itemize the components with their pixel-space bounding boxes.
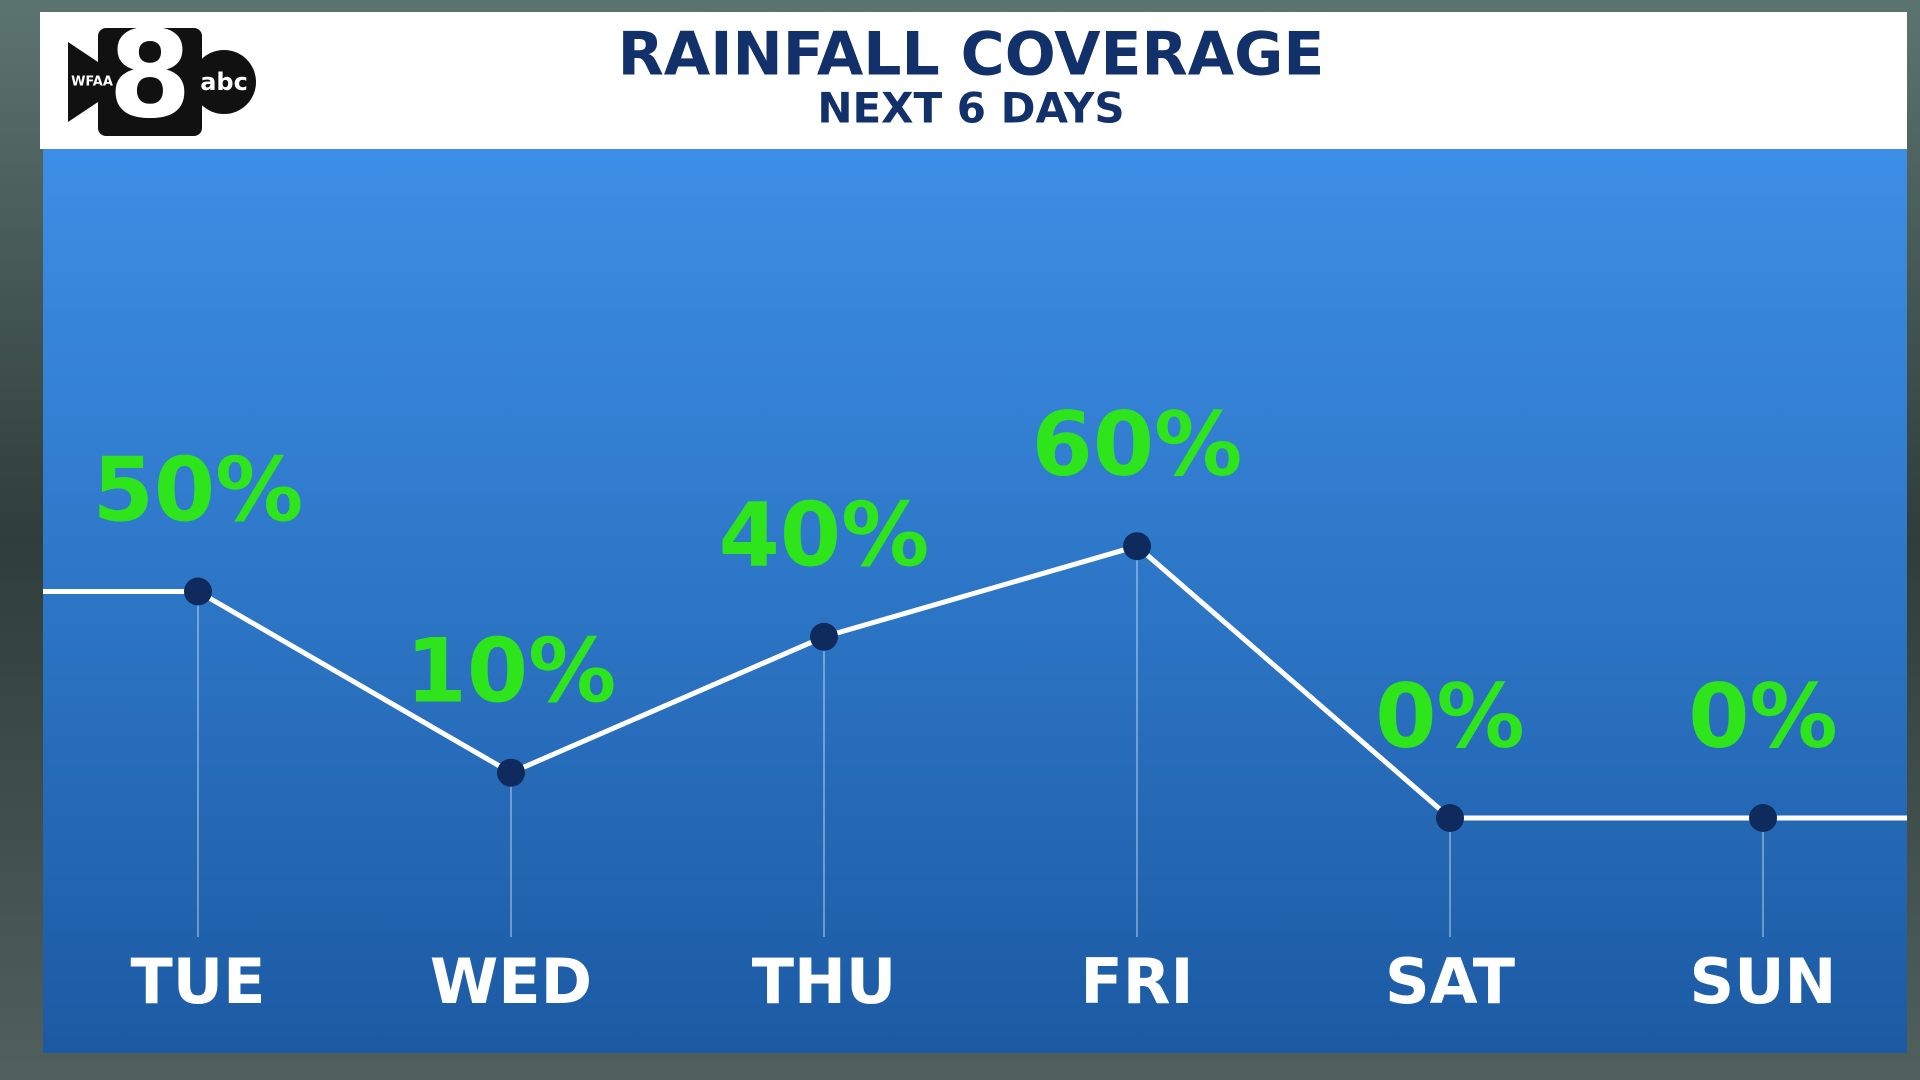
chart-panel <box>43 149 1907 1053</box>
value-label: 50% <box>93 438 304 541</box>
value-label: 0% <box>1688 665 1837 768</box>
logo-network: abc <box>200 68 248 96</box>
logo: 8 WFAA abc <box>68 7 256 146</box>
x-tick-label: THU <box>752 945 897 1018</box>
point <box>1436 804 1464 832</box>
x-tick-label: FRI <box>1080 945 1193 1018</box>
x-tick-label: SUN <box>1690 945 1837 1018</box>
x-tick-label: WED <box>430 945 592 1018</box>
point <box>1749 804 1777 832</box>
logo-channel: 8 <box>108 7 192 146</box>
point <box>184 577 212 606</box>
point <box>497 758 525 787</box>
value-label: 40% <box>719 484 930 587</box>
logo-box <box>98 28 202 136</box>
point <box>1123 532 1151 561</box>
value-label: 60% <box>1032 393 1243 496</box>
value-label: 10% <box>406 620 617 723</box>
chart-title: RAINFALL COVERAGE <box>618 20 1325 90</box>
point <box>810 622 838 651</box>
logo-circle <box>192 50 256 114</box>
x-tick-label: SAT <box>1385 945 1515 1018</box>
value-label: 0% <box>1375 665 1524 768</box>
header <box>40 12 1907 149</box>
chart-subtitle: NEXT 6 DAYS <box>817 84 1124 133</box>
logo-station: WFAA <box>71 75 113 90</box>
x-tick-label: TUE <box>131 945 266 1018</box>
line <box>196 543 1763 821</box>
